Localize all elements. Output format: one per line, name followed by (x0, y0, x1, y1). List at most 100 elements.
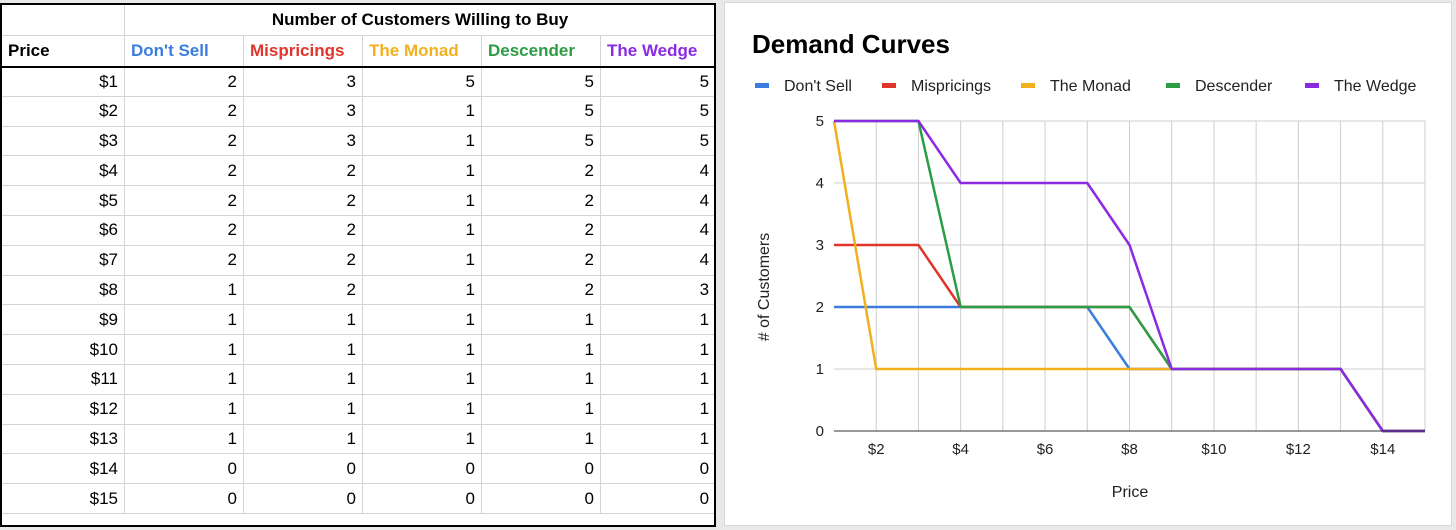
value-cell: 1 (243, 334, 363, 365)
value-cell: 1 (599, 423, 714, 455)
price-cell: $11 (2, 363, 125, 395)
value-cell: 0 (243, 453, 363, 485)
value-cell: 4 (599, 155, 714, 187)
legend-swatch (1305, 83, 1319, 88)
legend-label: Don't Sell (784, 78, 852, 95)
legend-label: The Monad (1050, 78, 1131, 95)
value-cell: 1 (481, 363, 601, 395)
value-cell: 1 (362, 274, 482, 306)
value-cell: 1 (362, 95, 482, 127)
value-cell: 0 (481, 483, 601, 514)
value-cell: 5 (599, 66, 714, 97)
price-cell: $7 (2, 244, 125, 276)
chart-panel: 0 1 2 3 4 5 $2 $4 $6 $8 $10 $12 $14 Don't Sell Mispri… (724, 2, 1452, 526)
legend-label: Descender (1195, 78, 1273, 95)
table-row: $9 1 1 1 1 1 (2, 304, 714, 336)
value-cell: 0 (243, 483, 363, 514)
legend-swatch (1166, 83, 1180, 88)
table-row: $5 2 2 1 2 4 (2, 185, 714, 216)
value-cell: 2 (124, 214, 244, 246)
price-cell: $14 (2, 453, 125, 485)
value-cell: 1 (481, 393, 601, 425)
value-cell: 1 (362, 304, 482, 336)
table-row: $4 2 2 1 2 4 (2, 155, 714, 187)
x-axis-label: Price (1112, 484, 1149, 501)
price-cell: $3 (2, 125, 125, 157)
price-cell: $9 (2, 304, 125, 336)
value-cell: 1 (243, 304, 363, 336)
header-row: Price Don't Sell Mispricings The Monad Desc… (2, 35, 714, 68)
legend-item: Mispricings (882, 78, 991, 95)
y-tick-label: 5 (816, 113, 824, 130)
price-cell: $1 (2, 66, 125, 97)
price-cell: $12 (2, 393, 125, 425)
value-cell: 5 (599, 95, 714, 127)
y-tick-label: 4 (816, 175, 824, 192)
data-table: Number of Customers Willing to Buy Price… (2, 5, 714, 514)
value-cell: 1 (243, 423, 363, 455)
value-cell: 1 (362, 125, 482, 157)
grid (834, 120, 1426, 431)
value-cell: 2 (243, 274, 363, 306)
value-cell: 1 (481, 423, 601, 455)
value-cell: 0 (362, 483, 482, 514)
value-cell: 0 (124, 453, 244, 485)
price-cell: $15 (2, 483, 125, 514)
legend-label: Mispricings (911, 78, 991, 95)
value-cell: 2 (481, 155, 601, 187)
customer-table: Number of Customers Willing to Buy Price… (0, 3, 716, 527)
price-cell: $6 (2, 214, 125, 246)
value-cell: 5 (362, 66, 482, 97)
value-cell: 3 (599, 274, 714, 306)
value-cell: 1 (124, 334, 244, 365)
value-cell: 3 (243, 95, 363, 127)
legend-item: Descender (1166, 78, 1273, 95)
value-cell: 2 (124, 244, 244, 276)
value-cell: 2 (481, 214, 601, 246)
value-cell: 4 (599, 214, 714, 246)
value-cell: 5 (481, 95, 601, 127)
price-cell: $5 (2, 185, 125, 216)
value-cell: 1 (124, 304, 244, 336)
value-cell: 2 (243, 244, 363, 276)
value-cell: 1 (243, 363, 363, 395)
price-cell: $2 (2, 95, 125, 127)
value-cell: 1 (362, 393, 482, 425)
x-tick-label: $10 (1201, 441, 1226, 458)
value-cell: 1 (362, 334, 482, 365)
y-tick-label: 0 (816, 423, 824, 440)
y-axis-label: # of Customers (756, 233, 773, 341)
table-row: $12 1 1 1 1 1 (2, 393, 714, 425)
value-cell: 2 (481, 274, 601, 306)
value-cell: 2 (124, 185, 244, 216)
value-cell: 4 (599, 185, 714, 216)
value-cell: 2 (124, 125, 244, 157)
value-cell: 1 (124, 274, 244, 306)
x-tick-label: $6 (1037, 441, 1054, 458)
table-row: $6 2 2 1 2 4 (2, 214, 714, 246)
value-cell: 1 (124, 423, 244, 455)
value-cell: 0 (362, 453, 482, 485)
corner-cell (2, 5, 125, 36)
value-cell: 1 (481, 334, 601, 365)
value-cell: 0 (599, 483, 714, 514)
column-header: Don't Sell (124, 35, 244, 68)
value-cell: 1 (362, 185, 482, 216)
value-cell: 2 (243, 214, 363, 246)
table-row: $1 2 3 5 5 5 (2, 66, 714, 97)
table-title-row: Number of Customers Willing to Buy (2, 5, 714, 36)
chart-title: Demand Curves (752, 29, 950, 59)
series-line (834, 119, 1425, 433)
table-row: $7 2 2 1 2 4 (2, 244, 714, 276)
legend: Don't Sell Mispricings The Monad Descender T… (755, 78, 1417, 95)
x-tick-label: $12 (1286, 441, 1311, 458)
legend-swatch (755, 83, 769, 88)
table-row: $2 2 3 1 5 5 (2, 95, 714, 127)
value-cell: 1 (362, 363, 482, 395)
x-tick-label: $2 (868, 441, 885, 458)
legend-swatch (882, 83, 896, 88)
value-cell: 4 (599, 244, 714, 276)
legend-item: Don't Sell (755, 78, 852, 95)
price-header: Price (2, 35, 125, 68)
value-cell: 3 (243, 125, 363, 157)
